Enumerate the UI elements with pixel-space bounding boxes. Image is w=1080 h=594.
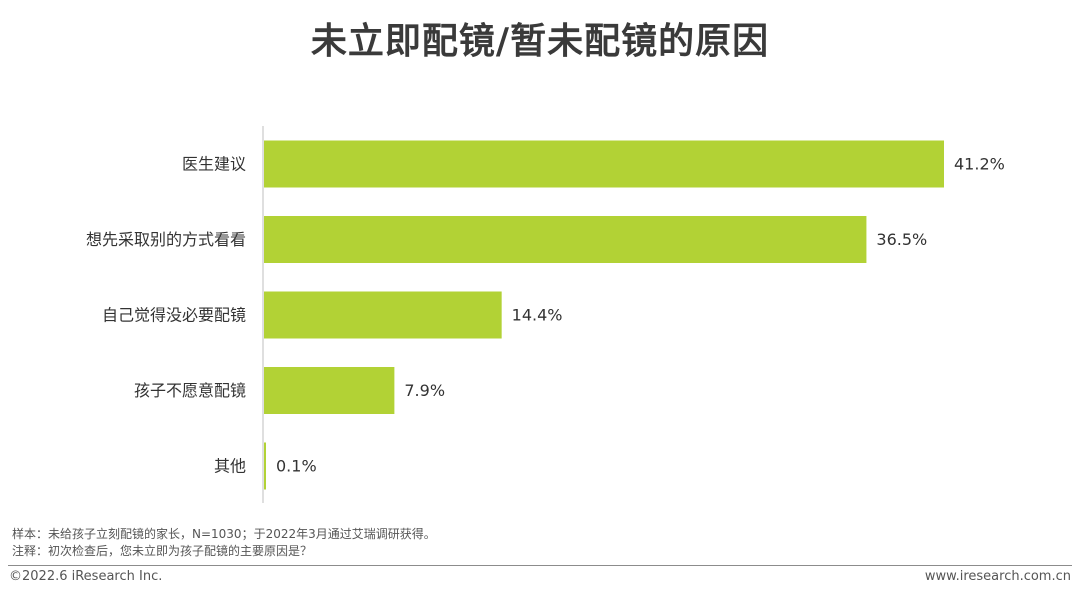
data-label: 7.9% [404, 381, 445, 400]
footer-divider [8, 565, 1072, 566]
annotation-note: 注释：初次检查后，您未立即为孩子配镜的主要原因是？ [12, 544, 313, 558]
sample-note: 样本：未给孩子立刻配镜的家长，N=1030；于2022年3月通过艾瑞调研获得。 [12, 527, 436, 541]
bar [264, 216, 867, 263]
category-label: 想先采取别的方式看看 [86, 230, 246, 249]
data-label: 41.2% [954, 155, 1005, 174]
bar-chart: 医生建议 41.2% 想先采取别的方式看看 36.5% 自己觉得没必要配镜 14.4% 孩子… [0, 120, 1080, 510]
website-text: www.iresearch.com.cn [924, 569, 1071, 584]
footnotes: 样本：未给孩子立刻配镜的家长，N=1030；于2022年3月通过艾瑞调研获得。 … [12, 526, 436, 560]
category-label: 自己觉得没必要配镜 [102, 306, 246, 325]
bar-chart-svg: 医生建议 41.2% 想先采取别的方式看看 36.5% 自己觉得没必要配镜 14.4% 孩子… [86, 126, 1005, 503]
bar [264, 367, 395, 414]
bar [264, 442, 266, 490]
chart-title: 未立即配镜/暂未配镜的原因 [310, 21, 770, 62]
bar [264, 291, 502, 339]
copyright-text: ©2022.6 iResearch Inc. [9, 569, 163, 584]
category-label: 医生建议 [182, 155, 246, 174]
bar [264, 140, 944, 188]
data-label: 36.5% [876, 230, 927, 249]
data-label: 14.4% [512, 306, 563, 325]
data-label: 0.1% [276, 457, 317, 476]
category-label: 孩子不愿意配镜 [134, 381, 246, 400]
category-label: 其他 [214, 457, 246, 476]
